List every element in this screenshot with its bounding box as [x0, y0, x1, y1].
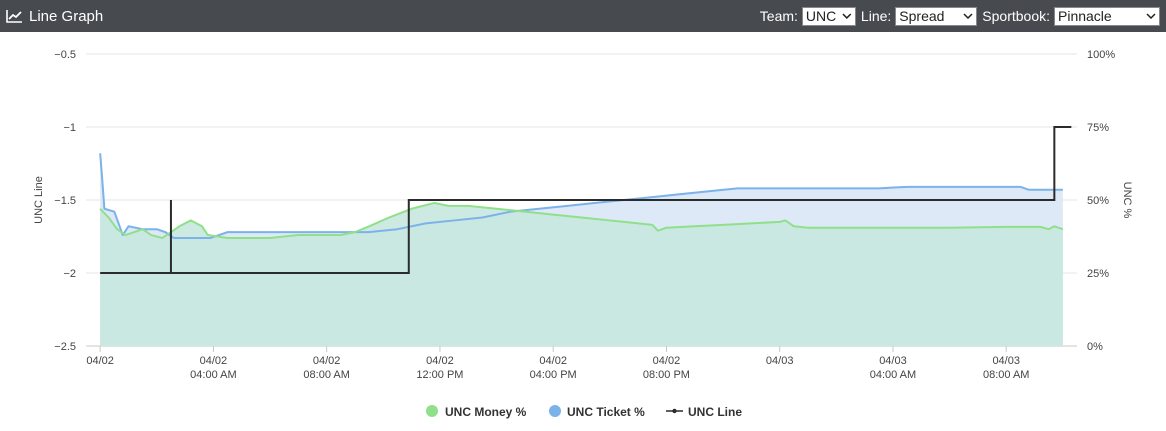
- line-select[interactable]: Spread: [895, 6, 978, 26]
- x-tick-label: 04/02: [313, 355, 341, 367]
- x-tick-label: 04/02: [426, 355, 454, 367]
- legend-ticket-label: UNC Ticket %: [567, 405, 645, 419]
- x-tick-label: 04/02: [539, 355, 567, 367]
- sportbook-select-value: Pinnacle: [1058, 7, 1112, 24]
- series-areas: [100, 153, 1063, 346]
- title-group: Line Graph: [6, 0, 103, 32]
- money-line: [99, 201, 1064, 239]
- legend-item-money[interactable]: UNC Money %: [426, 405, 527, 419]
- x-tick-label: 04/03: [992, 355, 1020, 367]
- chevron-down-icon: [963, 13, 973, 19]
- x-tick-label: 04:00 AM: [190, 369, 236, 381]
- chart-header: Line Graph Team: UNC Line: Spread Sportb…: [0, 0, 1166, 32]
- y-left-tick-label: −0.5: [54, 49, 76, 61]
- legend: UNC Money % UNC Ticket % UNC Line: [426, 405, 742, 419]
- x-tick-label: 04/03: [879, 355, 907, 367]
- chevron-down-icon: [842, 13, 852, 19]
- y-axis-right: 100% 75% 50% 25% 0%: [1087, 49, 1115, 353]
- x-tick-label: 08:00 AM: [983, 369, 1029, 381]
- y-axis-left: −0.5 −1 −1.5 −2 −2.5: [54, 49, 76, 353]
- y-right-tick-label: 100%: [1087, 49, 1115, 61]
- y-left-tick-label: −2: [63, 268, 76, 280]
- team-select-value: UNC: [805, 7, 837, 24]
- x-tick-label: 08:00 AM: [303, 369, 349, 381]
- line-label: Line:: [860, 8, 892, 24]
- series-lines: [99, 126, 1072, 274]
- chart-controls: Team: UNC Line: Spread Sportbook: Pinnac…: [760, 0, 1160, 32]
- legend-money-swatch: [426, 405, 438, 417]
- money-area: [100, 202, 1063, 346]
- y-axis-left-title: UNC Line: [33, 176, 45, 224]
- sportbook-select[interactable]: Pinnacle: [1054, 6, 1160, 26]
- x-tick-label: 08:00 PM: [643, 369, 690, 381]
- y-axis-right-title: UNC %: [1121, 182, 1133, 219]
- legend-line-label: UNC Line: [688, 405, 742, 419]
- team-label: Team:: [759, 8, 798, 24]
- x-tick-label: 04/02: [653, 355, 681, 367]
- legend-money-label: UNC Money %: [445, 405, 527, 419]
- y-right-tick-label: 75%: [1087, 122, 1109, 134]
- line-chart-icon: [6, 10, 22, 23]
- x-tick-label: 04/03: [766, 355, 794, 367]
- y-right-tick-label: 50%: [1087, 195, 1109, 207]
- line-graph-chart: −0.5−1−1.5−2−2.5 100%75%50%25%0% 04/02 04…: [33, 49, 1133, 419]
- x-tick-label: 04:00 AM: [870, 369, 916, 381]
- y-right-tick-label: 25%: [1087, 268, 1109, 280]
- team-select[interactable]: UNC: [801, 6, 856, 26]
- sportbook-label: Sportbook:: [982, 8, 1050, 24]
- legend-item-line[interactable]: UNC Line: [666, 405, 742, 419]
- ticket-line: [99, 153, 1063, 239]
- y-left-tick-label: −1: [63, 122, 76, 134]
- y-left-tick-label: −2.5: [54, 341, 76, 353]
- x-tick-label: 04:00 PM: [530, 369, 577, 381]
- x-tick-label: 04/02: [200, 355, 228, 367]
- y-right-tick-label: 0%: [1087, 341, 1103, 353]
- y-left-tick-label: −1.5: [54, 195, 76, 207]
- legend-ticket-swatch: [549, 405, 561, 417]
- chevron-down-icon: [1146, 13, 1156, 19]
- chart-title: Line Graph: [29, 7, 104, 25]
- x-tick-label: 04/02: [86, 355, 114, 367]
- legend-line-marker: [672, 408, 677, 414]
- x-tick-label: 12:00 PM: [416, 369, 463, 381]
- x-axis: 04/02 04/02 04:00 AM 04/02 08:00 AM 04/02 12:0…: [86, 346, 1029, 381]
- legend-item-ticket[interactable]: UNC Ticket %: [549, 405, 645, 419]
- line-select-value: Spread: [899, 7, 945, 24]
- unc-line-series: [100, 126, 1072, 274]
